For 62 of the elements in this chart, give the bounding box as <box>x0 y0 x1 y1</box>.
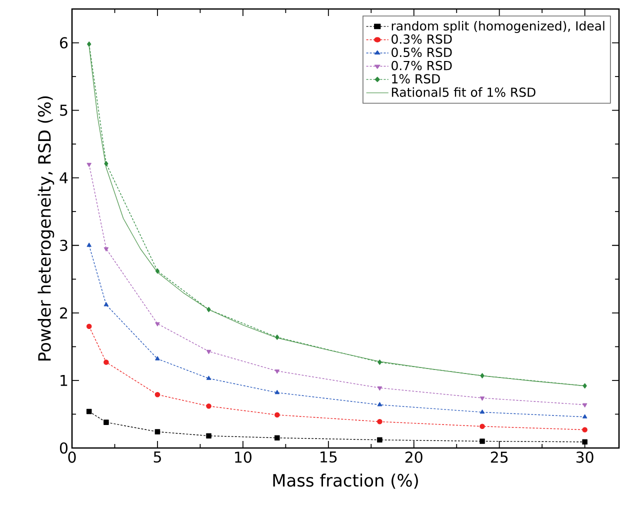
point <box>582 439 588 445</box>
point <box>582 383 587 388</box>
point <box>274 412 280 418</box>
point <box>274 370 280 374</box>
x-tick-label: 15 <box>320 452 337 463</box>
point <box>582 414 588 418</box>
point <box>86 324 92 330</box>
point <box>582 427 588 432</box>
point <box>206 433 212 438</box>
point <box>86 162 92 167</box>
point <box>154 392 160 398</box>
point <box>87 41 92 47</box>
point <box>377 437 382 443</box>
point <box>104 302 109 306</box>
point <box>155 268 160 274</box>
x-tick-label: 25 <box>490 452 508 463</box>
point <box>86 242 92 247</box>
point <box>104 420 109 425</box>
legend-label: random split (homogenized), Ideal <box>392 20 604 34</box>
x-tick-label: 5 <box>154 452 161 463</box>
point <box>377 386 382 391</box>
y-tick-label: 5 <box>60 104 68 116</box>
point <box>206 306 211 312</box>
y-tick-label: 4 <box>60 172 68 184</box>
point <box>582 403 588 408</box>
point <box>377 419 382 424</box>
x-tick-label: 0 <box>68 452 76 463</box>
point <box>104 360 109 365</box>
y-tick-label: 2 <box>60 307 67 318</box>
point <box>274 435 280 440</box>
legend-label: 0.5% RSD <box>392 48 452 58</box>
y-tick-label: 1 <box>60 375 68 386</box>
y-tick-label: 0 <box>60 442 68 454</box>
legend-label: Rational5 fit of 1% RSD <box>392 87 536 97</box>
point <box>155 356 160 360</box>
x-tick-label: 10 <box>235 452 252 463</box>
point <box>206 403 212 409</box>
y-tick-label: 3 <box>60 240 68 252</box>
point <box>206 350 212 354</box>
point <box>377 402 382 406</box>
x-tick-label: 30 <box>576 452 594 463</box>
point <box>480 373 484 378</box>
point <box>154 429 160 434</box>
legend-label: 0.7% RSD <box>392 60 452 70</box>
legend-label: 0.3% RSD <box>392 34 452 44</box>
point <box>206 376 212 380</box>
x-tick-label: 20 <box>405 452 422 463</box>
legend-label: 1% RSD <box>392 74 440 84</box>
point <box>86 408 92 414</box>
point <box>480 410 485 414</box>
point <box>104 161 108 166</box>
x-axis-title: Mass fraction (%) <box>273 474 418 489</box>
point <box>104 247 109 252</box>
y-tick-label: 6 <box>60 37 68 48</box>
point <box>378 360 382 365</box>
point <box>274 390 280 394</box>
y-axis-title: Powder heterogeneity, RSD (%) <box>38 96 54 360</box>
point <box>155 322 160 326</box>
point <box>480 438 485 444</box>
point <box>480 424 485 430</box>
point <box>275 334 280 340</box>
point <box>480 396 485 401</box>
